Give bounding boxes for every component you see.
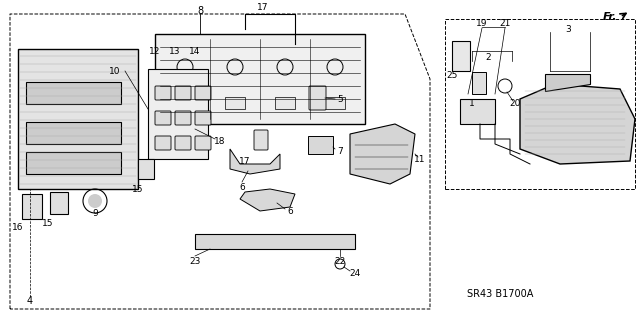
Text: 7: 7 <box>337 146 343 155</box>
FancyBboxPatch shape <box>275 97 295 109</box>
FancyBboxPatch shape <box>175 136 191 150</box>
Text: 6: 6 <box>239 182 245 191</box>
FancyBboxPatch shape <box>22 194 42 219</box>
FancyBboxPatch shape <box>472 72 486 94</box>
Text: 15: 15 <box>42 219 54 228</box>
FancyBboxPatch shape <box>155 136 171 150</box>
FancyBboxPatch shape <box>254 130 268 150</box>
FancyBboxPatch shape <box>452 41 470 71</box>
Text: 12: 12 <box>149 47 161 56</box>
Text: 14: 14 <box>189 47 201 56</box>
Text: SR43 B1700A: SR43 B1700A <box>467 289 533 299</box>
FancyBboxPatch shape <box>155 111 171 125</box>
Text: 3: 3 <box>565 25 571 33</box>
Text: 24: 24 <box>349 269 360 278</box>
FancyBboxPatch shape <box>26 122 121 144</box>
FancyBboxPatch shape <box>460 99 495 124</box>
Text: 23: 23 <box>189 256 201 265</box>
Text: Fr.: Fr. <box>603 12 617 22</box>
Text: 18: 18 <box>214 137 226 145</box>
FancyBboxPatch shape <box>175 86 191 100</box>
FancyBboxPatch shape <box>148 69 208 159</box>
Text: 13: 13 <box>169 47 180 56</box>
Polygon shape <box>230 149 280 174</box>
Polygon shape <box>545 74 590 91</box>
FancyBboxPatch shape <box>195 234 355 249</box>
Text: 6: 6 <box>287 206 293 216</box>
FancyBboxPatch shape <box>155 34 365 124</box>
Text: 11: 11 <box>414 154 426 164</box>
FancyBboxPatch shape <box>195 111 211 125</box>
FancyBboxPatch shape <box>195 86 211 100</box>
FancyBboxPatch shape <box>175 111 191 125</box>
Text: 17: 17 <box>239 157 251 166</box>
FancyBboxPatch shape <box>225 97 245 109</box>
Polygon shape <box>520 84 635 164</box>
Text: 25: 25 <box>446 70 458 79</box>
FancyBboxPatch shape <box>309 86 326 110</box>
FancyBboxPatch shape <box>18 49 138 189</box>
Text: 10: 10 <box>109 66 121 76</box>
Text: 1: 1 <box>469 100 475 108</box>
Text: 21: 21 <box>499 19 511 28</box>
FancyBboxPatch shape <box>138 159 154 179</box>
Text: 15: 15 <box>132 184 144 194</box>
Polygon shape <box>350 124 415 184</box>
Text: 5: 5 <box>337 94 343 103</box>
Text: 19: 19 <box>476 19 488 28</box>
Text: 8: 8 <box>197 6 203 16</box>
Polygon shape <box>240 189 295 211</box>
FancyBboxPatch shape <box>50 192 68 214</box>
FancyBboxPatch shape <box>308 136 333 154</box>
Text: 9: 9 <box>92 210 98 219</box>
FancyBboxPatch shape <box>195 136 211 150</box>
FancyBboxPatch shape <box>155 86 171 100</box>
Text: 16: 16 <box>12 222 24 232</box>
Text: 4: 4 <box>27 296 33 306</box>
FancyBboxPatch shape <box>26 152 121 174</box>
FancyBboxPatch shape <box>26 82 121 104</box>
FancyBboxPatch shape <box>325 97 345 109</box>
Text: 17: 17 <box>257 3 269 11</box>
Circle shape <box>88 194 102 208</box>
Text: 2: 2 <box>485 53 491 62</box>
Text: 22: 22 <box>334 256 346 265</box>
Text: 20: 20 <box>509 100 521 108</box>
FancyBboxPatch shape <box>175 97 195 109</box>
